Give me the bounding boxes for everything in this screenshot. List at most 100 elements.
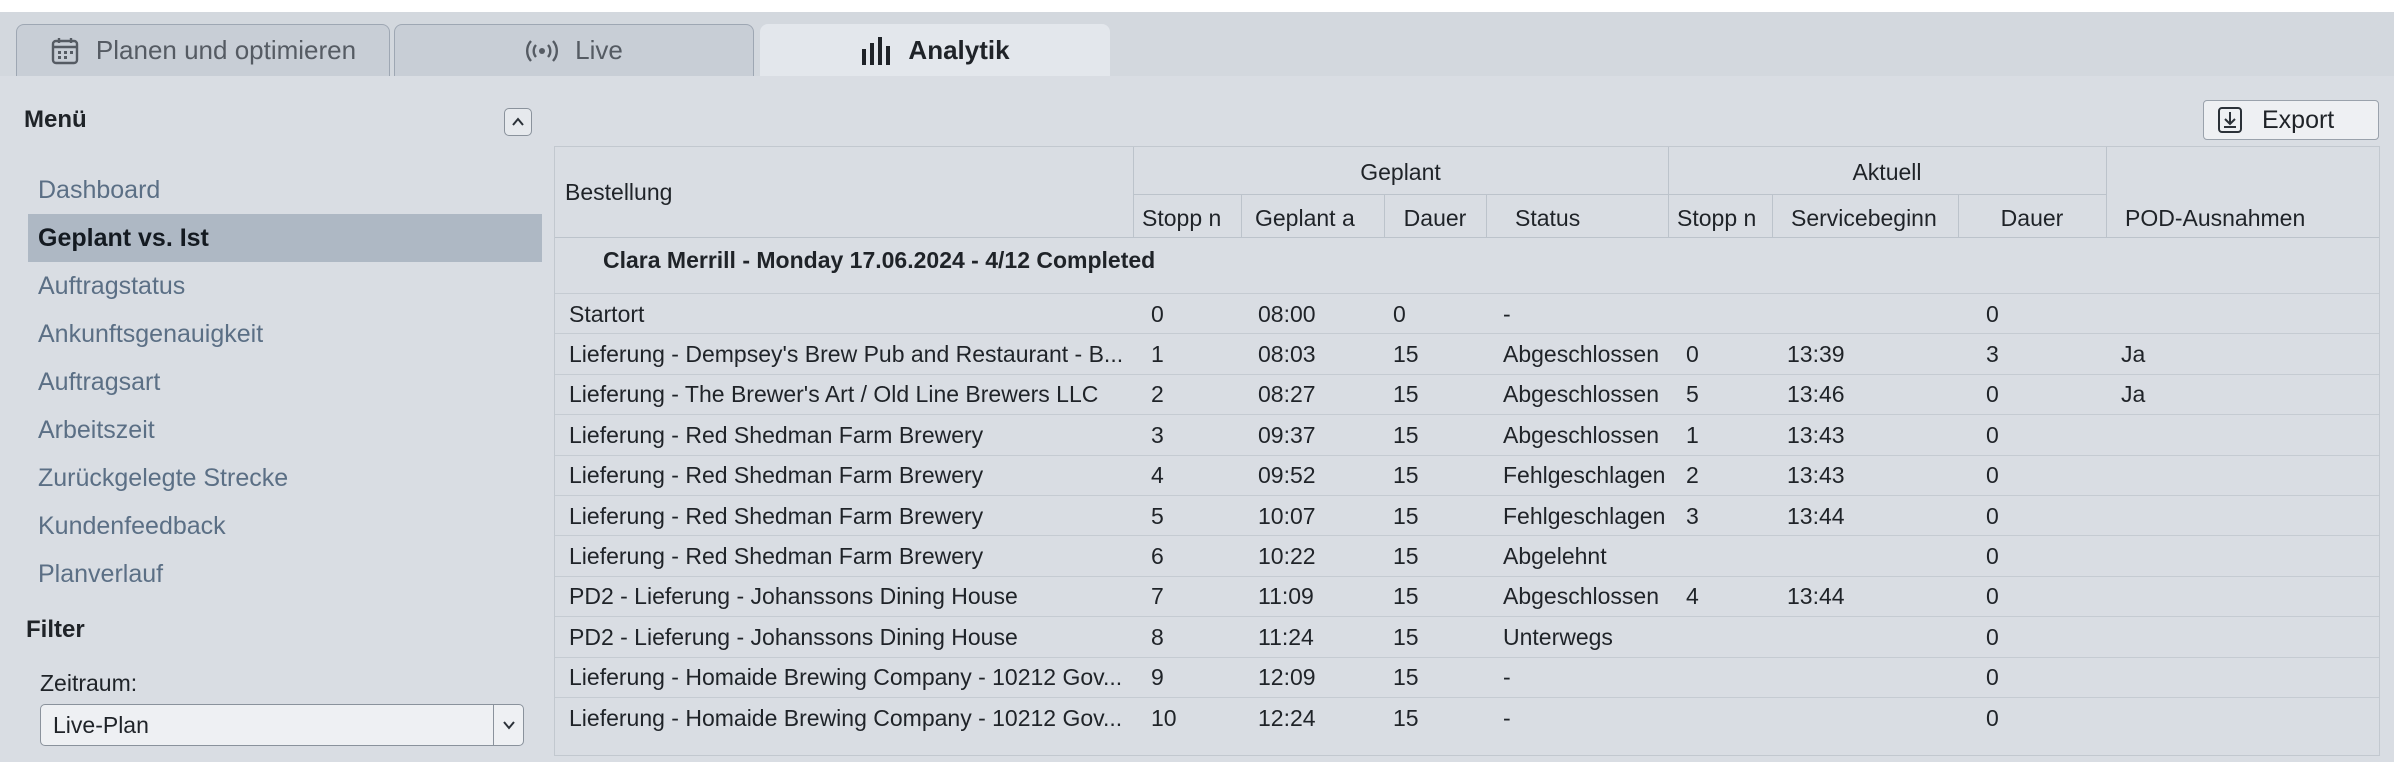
cell-duration: 15 bbox=[1393, 664, 1419, 691]
group-aktuell: Aktuell bbox=[1852, 158, 1922, 185]
cell-duration: 15 bbox=[1393, 542, 1419, 569]
cell-pod bbox=[2121, 698, 2321, 738]
cell-status: Abgeschlossen bbox=[1503, 381, 1659, 408]
tab-bar: Planen und optimieren Live Analytik bbox=[0, 12, 2394, 76]
table-row[interactable]: Lieferung - Red Shedman Farm Brewery 6 10:… bbox=[555, 535, 2379, 575]
tab-planen-und-optimieren[interactable]: Planen und optimieren bbox=[16, 24, 390, 76]
cell-planned-arrival: 10:07 bbox=[1258, 502, 1316, 529]
cell-duration: 15 bbox=[1393, 340, 1419, 367]
cell-stop: 10 bbox=[1151, 704, 1177, 731]
header-divider bbox=[1384, 194, 1385, 237]
cell-actual-stop bbox=[1686, 698, 1766, 738]
cell-actual-stop bbox=[1686, 658, 1766, 698]
cell-service-start: 13:44 bbox=[1787, 502, 1845, 529]
bar-chart-icon bbox=[860, 36, 892, 65]
header-divider bbox=[1241, 194, 1242, 237]
table-row[interactable]: Lieferung - Dempsey's Brew Pub and Resta… bbox=[555, 333, 2379, 373]
cell-service-start: 13:44 bbox=[1787, 583, 1845, 610]
table-row[interactable]: Lieferung - Red Shedman Farm Brewery 3 09:… bbox=[555, 414, 2379, 454]
cell-service-start bbox=[1787, 658, 1947, 698]
zeitraum-select[interactable]: Live-Plan bbox=[40, 704, 524, 746]
col-geplant-stopp[interactable]: Stopp n bbox=[1142, 204, 1222, 231]
download-icon bbox=[2218, 107, 2242, 133]
menu-title: Menü bbox=[24, 106, 87, 133]
cell-order: Lieferung - Red Shedman Farm Brewery bbox=[569, 502, 984, 529]
cell-duration: 0 bbox=[1393, 300, 1406, 327]
tab-label: Planen und optimieren bbox=[95, 35, 357, 65]
table-row[interactable]: Lieferung - Homaide Brewing Company - 10… bbox=[555, 697, 2379, 737]
cell-duration: 15 bbox=[1393, 462, 1419, 489]
col-aktuell-stopp[interactable]: Stopp n bbox=[1677, 204, 1757, 231]
menu-item-kundenfeedback[interactable]: Kundenfeedback bbox=[38, 511, 226, 540]
col-bestellung[interactable]: Bestellung bbox=[565, 178, 673, 205]
cell-status: - bbox=[1503, 704, 1511, 731]
menu-item-geplant-vs-ist[interactable]: Geplant vs. Ist bbox=[28, 214, 542, 262]
col-geplant-status[interactable]: Status bbox=[1515, 204, 1581, 231]
header-divider bbox=[1133, 147, 1134, 237]
table-row[interactable]: Lieferung - Red Shedman Farm Brewery 4 09:… bbox=[555, 454, 2379, 495]
cell-stop: 7 bbox=[1151, 583, 1164, 610]
header-divider bbox=[1133, 194, 2106, 195]
cell-planned-arrival: 11:24 bbox=[1258, 623, 1314, 650]
filter-title: Filter bbox=[26, 616, 85, 643]
table-row[interactable]: Lieferung - Homaide Brewing Company - 10… bbox=[555, 656, 2379, 698]
cell-actual-stop: 2 bbox=[1686, 462, 1699, 489]
cell-order: Lieferung - Homaide Brewing Company - 10… bbox=[569, 664, 1123, 691]
table-row[interactable]: Lieferung - The Brewer's Art / Old Line … bbox=[555, 373, 2379, 414]
cell-actual-stop: 3 bbox=[1686, 502, 1699, 529]
cell-actual-duration: 0 bbox=[1986, 623, 1999, 650]
cell-planned-arrival: 12:09 bbox=[1258, 664, 1316, 691]
cell-actual-duration: 0 bbox=[1986, 704, 1999, 731]
col-aktuell-servicebeginn[interactable]: Servicebeginn bbox=[1791, 204, 1937, 231]
col-geplant-ankunft[interactable]: Geplant a bbox=[1255, 204, 1355, 231]
cell-planned-arrival: 08:00 bbox=[1258, 300, 1316, 327]
cell-status: - bbox=[1503, 664, 1511, 691]
menu-item-arbeitszeit[interactable]: Arbeitszeit bbox=[38, 415, 155, 444]
header-divider bbox=[2106, 147, 2107, 237]
cell-stop: 1 bbox=[1151, 340, 1164, 367]
export-label: Export bbox=[2262, 105, 2335, 134]
cell-pod bbox=[2121, 415, 2321, 455]
export-button[interactable]: Export bbox=[2203, 100, 2379, 140]
cell-order: Lieferung - Red Shedman Farm Brewery bbox=[569, 542, 984, 569]
cell-service-start: 13:46 bbox=[1787, 381, 1845, 408]
table-row[interactable]: PD2 - Lieferung - Johanssons Dining Hous… bbox=[555, 575, 2379, 616]
menu-item-zurueckgelegte-strecke[interactable]: Zurückgelegte Strecke bbox=[38, 463, 289, 492]
cell-actual-stop: 1 bbox=[1686, 421, 1699, 448]
collapse-menu-button[interactable] bbox=[504, 108, 532, 136]
cell-status: Abgelehnt bbox=[1503, 542, 1607, 569]
cell-order: Lieferung - Red Shedman Farm Brewery bbox=[569, 462, 984, 489]
table-row[interactable]: Lieferung - Red Shedman Farm Brewery 5 10:… bbox=[555, 495, 2379, 535]
menu-item-dashboard[interactable]: Dashboard bbox=[38, 175, 161, 204]
cell-service-start bbox=[1787, 536, 1947, 576]
cell-pod bbox=[2121, 536, 2321, 576]
header-divider bbox=[1772, 194, 1773, 237]
tab-analytik[interactable]: Analytik bbox=[760, 24, 1110, 76]
cell-order: Lieferung - Red Shedman Farm Brewery bbox=[569, 421, 984, 448]
menu-item-auftragstatus[interactable]: Auftragstatus bbox=[38, 271, 186, 300]
table-row[interactable]: PD2 - Lieferung - Johanssons Dining Hous… bbox=[555, 616, 2379, 656]
cell-stop: 6 bbox=[1151, 542, 1164, 569]
table-row[interactable]: Startort 0 08:00 0 - 0 bbox=[555, 293, 2379, 333]
menu-item-ankunftsgenauigkeit[interactable]: Ankunftsgenauigkeit bbox=[38, 319, 264, 348]
col-aktuell-dauer[interactable]: Dauer bbox=[2000, 204, 2064, 231]
cell-pod bbox=[2121, 294, 2321, 334]
zeitraum-value: Live-Plan bbox=[53, 711, 149, 738]
cell-planned-arrival: 10:22 bbox=[1258, 542, 1316, 569]
menu-item-auftragsart[interactable]: Auftragsart bbox=[38, 367, 161, 396]
cell-status: - bbox=[1503, 300, 1511, 327]
tab-live[interactable]: Live bbox=[394, 24, 754, 76]
cell-planned-arrival: 08:03 bbox=[1258, 340, 1316, 367]
cell-actual-stop: 4 bbox=[1686, 583, 1699, 610]
chevron-down-icon[interactable] bbox=[493, 705, 523, 745]
cell-duration: 15 bbox=[1393, 623, 1419, 650]
cell-actual-duration: 0 bbox=[1986, 502, 1999, 529]
driver-group-row[interactable]: Clara Merrill - Monday 17.06.2024 - 4/12… bbox=[603, 247, 1156, 273]
cell-stop: 9 bbox=[1151, 664, 1164, 691]
col-pod-ausnahmen[interactable]: POD-Ausnahmen bbox=[2125, 204, 2306, 231]
cell-actual-duration: 0 bbox=[1986, 583, 1999, 610]
cell-order: PD2 - Lieferung - Johanssons Dining Hous… bbox=[569, 623, 1018, 650]
col-geplant-dauer[interactable]: Dauer bbox=[1403, 204, 1467, 231]
planned-vs-actual-table: Bestellung Geplant Aktuell POD-Ausnahmen… bbox=[554, 146, 2380, 756]
menu-item-planverlauf[interactable]: Planverlauf bbox=[38, 559, 164, 588]
